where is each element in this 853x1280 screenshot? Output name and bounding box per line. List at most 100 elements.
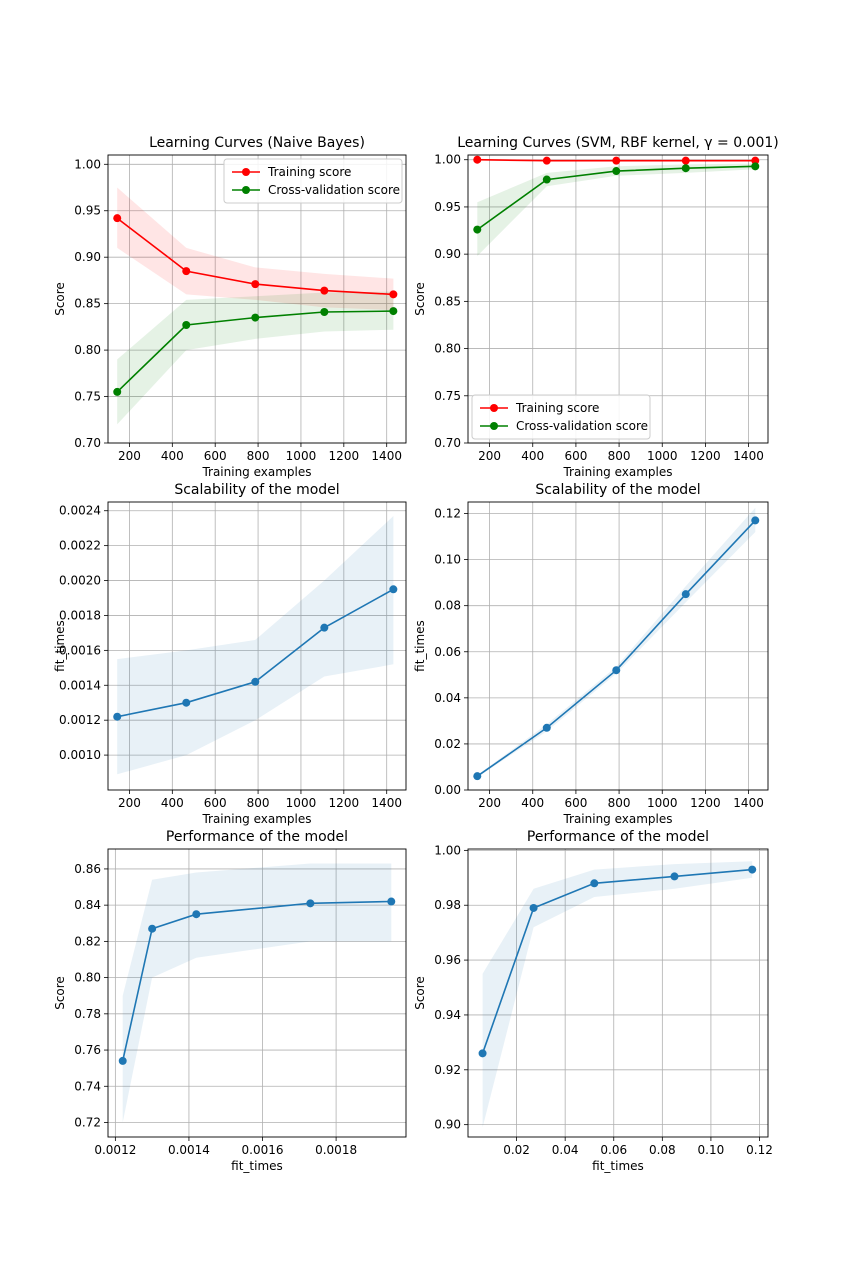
y-tick-label: 0.74 <box>74 1079 101 1093</box>
series-2-point <box>251 313 260 322</box>
subplot-4: 200 400 600 800 1000 1200 1400 0.00 0.02 0.04 0.06… <box>413 482 769 826</box>
x-tick-label: 600 <box>564 449 587 463</box>
y-tick-label: 0.82 <box>74 934 101 948</box>
series-1-point <box>751 516 760 525</box>
x-axis-label: Training examples <box>201 812 311 826</box>
chart-title: Learning Curves (SVM, RBF kernel, γ = 0.… <box>457 135 778 151</box>
y-tick-label: 0.98 <box>434 898 461 912</box>
series-1-point <box>590 879 599 888</box>
series-1-point <box>612 156 621 165</box>
x-axis-label: fit_times <box>592 1159 644 1173</box>
y-tick-label: 0.84 <box>74 898 101 912</box>
axes-frame <box>467 154 769 444</box>
series-1-point <box>251 677 260 686</box>
y-tick-label: 0.78 <box>74 1007 101 1021</box>
legend-label: Training score <box>515 401 599 415</box>
x-tick-label: 1000 <box>647 796 678 810</box>
x-tick-label: 0.0016 <box>242 1143 284 1157</box>
y-axis-label: Score <box>53 976 67 1010</box>
y-tick-label: 0.10 <box>434 553 461 567</box>
x-tick-label: 800 <box>608 796 631 810</box>
y-tick-label: 0.95 <box>74 204 101 218</box>
x-axis-label: Training examples <box>201 465 311 479</box>
series-1-band <box>117 516 394 775</box>
series-2-band <box>477 163 756 256</box>
y-tick-label: 0.92 <box>434 1063 461 1077</box>
x-tick-label: 1200 <box>690 449 721 463</box>
legend-frame <box>223 158 403 204</box>
x-tick-label: 1000 <box>286 449 317 463</box>
y-tick-label: 0.04 <box>434 691 461 705</box>
series-1-point <box>751 156 760 165</box>
series-1-band <box>482 861 753 1128</box>
series-1-point <box>473 155 482 164</box>
subplot-5: 0.0012 0.0014 0.0016 0.0018 0.72 0.74 0.76 0.78… <box>53 829 407 1173</box>
legend-swatch-marker <box>490 404 498 412</box>
x-tick-label: 1200 <box>690 796 721 810</box>
legend-swatch-marker <box>490 422 498 430</box>
y-axis-label: fit_times <box>53 620 67 672</box>
y-tick-label: 0.0014 <box>59 678 101 692</box>
series-1-point <box>306 899 315 908</box>
y-tick-label: 1.00 <box>74 157 101 171</box>
x-tick-label: 1000 <box>647 449 678 463</box>
x-tick-label: 400 <box>521 796 544 810</box>
y-tick-label: 1.00 <box>434 843 461 857</box>
series-1-point <box>192 910 201 919</box>
y-tick-label: 0.72 <box>74 1116 101 1130</box>
y-axis-label: Score <box>53 282 67 316</box>
x-tick-label: 600 <box>204 449 227 463</box>
series-1-band <box>117 187 394 311</box>
series-1-point <box>681 156 690 165</box>
series-1-point <box>113 214 122 223</box>
x-tick-label: 1000 <box>286 796 317 810</box>
y-tick-label: 0.75 <box>434 389 461 403</box>
series-1-band <box>477 507 756 778</box>
series-2-point <box>389 307 398 316</box>
y-tick-label: 0.85 <box>434 294 461 308</box>
y-tick-label: 0.70 <box>434 436 461 450</box>
series-1-point <box>182 698 191 707</box>
legend-frame <box>471 394 651 440</box>
x-tick-label: 600 <box>564 796 587 810</box>
axes-frame <box>107 848 407 1138</box>
y-tick-label: 0.06 <box>434 645 461 659</box>
subplot-3: 200 400 600 800 1000 1200 1400 0.0010 0.0012 0.00… <box>53 482 407 826</box>
y-tick-label: 0.90 <box>434 247 461 261</box>
x-axis-label: Training examples <box>562 812 672 826</box>
series-1-point <box>478 1049 487 1058</box>
y-tick-label: 0.94 <box>434 1008 461 1022</box>
y-axis-label: Score <box>413 976 427 1010</box>
axes-frame <box>107 154 407 444</box>
x-tick-label: 0.0014 <box>168 1143 210 1157</box>
series-1-point <box>670 872 679 881</box>
x-tick-label: 0.08 <box>649 1143 676 1157</box>
series-2-point <box>320 308 329 317</box>
series-2-point <box>473 225 482 234</box>
series-1-point <box>612 666 621 675</box>
series-2-point <box>113 387 122 396</box>
x-tick-label: 200 <box>118 449 141 463</box>
series-1-point <box>681 590 690 599</box>
x-tick-label: 200 <box>478 449 501 463</box>
legend-swatch-marker <box>242 186 250 194</box>
y-tick-label: 0.75 <box>74 390 101 404</box>
x-tick-label: 600 <box>204 796 227 810</box>
series-1-point <box>118 1056 127 1065</box>
x-axis-label: fit_times <box>231 1159 283 1173</box>
x-tick-label: 0.06 <box>600 1143 627 1157</box>
y-axis-label: Score <box>413 282 427 316</box>
x-tick-label: 1200 <box>329 449 360 463</box>
chart-title: Performance of the model <box>166 829 348 845</box>
axes-frame <box>467 848 769 1138</box>
series-2-point <box>542 175 551 184</box>
axes-frame <box>467 501 769 791</box>
y-tick-label: 0.90 <box>434 1118 461 1132</box>
y-tick-label: 0.96 <box>434 953 461 967</box>
axes-frame <box>107 501 407 791</box>
x-tick-label: 0.12 <box>746 1143 773 1157</box>
legend-label: Cross-validation score <box>516 419 648 433</box>
x-tick-label: 1400 <box>733 449 764 463</box>
chart-title: Scalability of the model <box>535 482 700 498</box>
